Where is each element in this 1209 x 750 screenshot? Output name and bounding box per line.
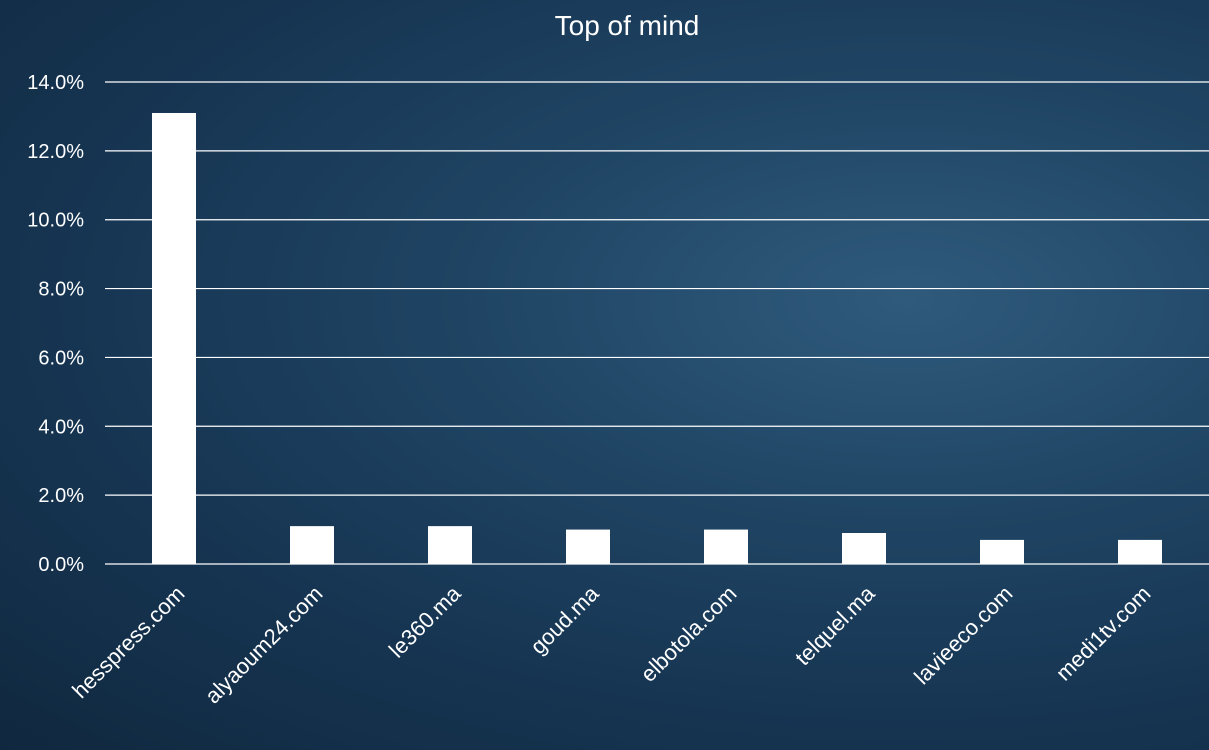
y-tick-label: 12.0% xyxy=(27,141,84,163)
bar-medi1tv-com xyxy=(1118,539,1162,564)
bar-lavieeco-com xyxy=(980,539,1024,564)
y-tick-label: 14.0% xyxy=(27,72,84,94)
bar-goud-ma xyxy=(566,529,610,564)
bar-elbotola-com xyxy=(704,529,748,564)
bar-le360-ma xyxy=(428,526,472,564)
bars xyxy=(152,112,1162,564)
y-axis-ticks: 0.0% 2.0% 4.0% 6.0% 8.0% 10.0% 12.0% 14.0% xyxy=(27,72,84,576)
x-axis-labels: hesspress.com alyaoum24.com le360.ma goud.m… xyxy=(67,580,1155,708)
y-tick-label: 4.0% xyxy=(38,416,84,438)
x-category-label: medi1tv.com xyxy=(1051,581,1156,686)
bar-telquel-ma xyxy=(842,533,886,564)
y-tick-label: 2.0% xyxy=(38,485,84,507)
x-category-label: hesspress.com xyxy=(67,581,189,703)
x-category-label: elbotola.com xyxy=(636,581,742,687)
x-category-label: goud.ma xyxy=(525,580,604,659)
x-category-label: telquel.ma xyxy=(790,580,880,670)
x-category-label: le360.ma xyxy=(384,580,466,662)
bar-hesspress-com xyxy=(152,112,196,564)
x-category-label: lavieeco.com xyxy=(909,581,1017,689)
x-category-label: alyaoum24.com xyxy=(200,581,328,709)
gridlines xyxy=(105,81,1209,565)
y-tick-label: 8.0% xyxy=(38,279,84,301)
y-tick-label: 10.0% xyxy=(27,210,84,232)
y-tick-label: 6.0% xyxy=(38,347,84,369)
bar-alyaoum24-com xyxy=(290,526,334,564)
y-tick-label: 0.0% xyxy=(38,554,84,576)
